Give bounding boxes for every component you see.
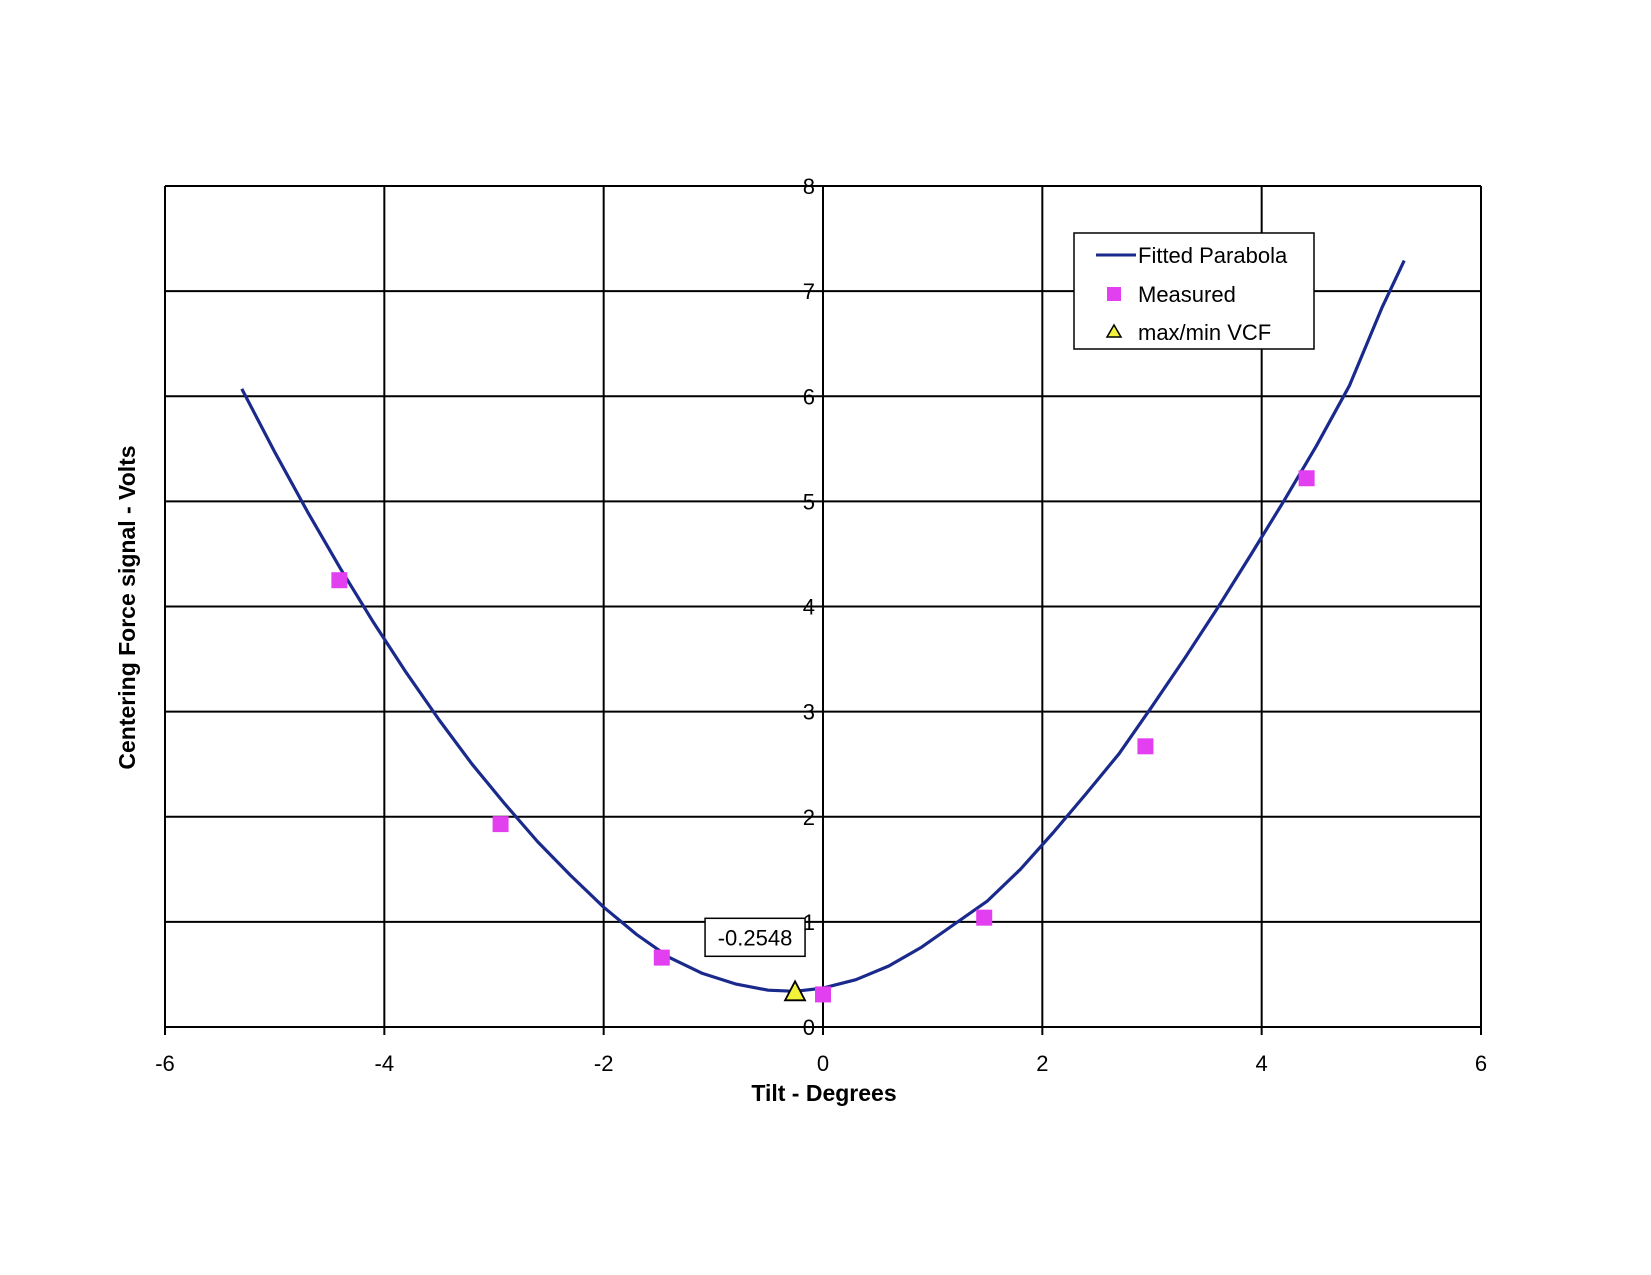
y-tick-label: 1 <box>803 910 815 935</box>
y-tick-label: 3 <box>803 700 815 725</box>
y-axis-title: Centering Force signal - Volts <box>114 445 140 769</box>
y-tick-label: 8 <box>803 174 815 199</box>
x-tick-label: 0 <box>817 1051 829 1076</box>
measured-point <box>815 986 831 1003</box>
marker-layer <box>331 470 1315 1003</box>
measured-point <box>653 949 670 966</box>
legend-label-max-min-vcf: max/min VCF <box>1138 320 1271 345</box>
y-tick-label: 6 <box>803 384 815 409</box>
annotation: -0.2548 <box>704 917 806 958</box>
legend-label-fitted-parabola: Fitted Parabola <box>1138 243 1288 268</box>
y-tick-label: 2 <box>803 805 815 830</box>
x-tick-label: 4 <box>1256 1051 1268 1076</box>
legend-label-measured: Measured <box>1138 282 1236 307</box>
x-tick-label: -4 <box>375 1051 395 1076</box>
x-tick-label: -2 <box>594 1051 614 1076</box>
legend: Fitted Parabola Measured max/min VCF <box>1073 232 1315 350</box>
measured-point <box>331 572 348 589</box>
measured-point <box>1137 738 1154 755</box>
y-tick-label: 4 <box>803 595 815 620</box>
measured-point <box>1298 470 1315 487</box>
x-axis-title: Tilt - Degrees <box>751 1080 896 1106</box>
y-tick-label: 7 <box>803 279 815 304</box>
y-tick-label: 5 <box>803 489 815 514</box>
measured-point <box>976 909 993 926</box>
annotation-label: -0.2548 <box>718 925 793 950</box>
legend-triangle-swatch <box>1105 323 1123 338</box>
y-tick-label: 0 <box>803 1015 815 1040</box>
measured-point <box>492 816 509 833</box>
legend-square-swatch <box>1107 287 1121 301</box>
max-min-vcf-point <box>783 979 807 1002</box>
x-tick-label: 6 <box>1475 1051 1487 1076</box>
x-tick-label: 2 <box>1036 1051 1048 1076</box>
x-tick-label: -6 <box>155 1051 175 1076</box>
tick-labels: -6 -4 -2 0 2 4 6 0 1 2 3 4 5 6 7 8 <box>155 174 1487 1076</box>
annotation-box <box>704 917 806 958</box>
